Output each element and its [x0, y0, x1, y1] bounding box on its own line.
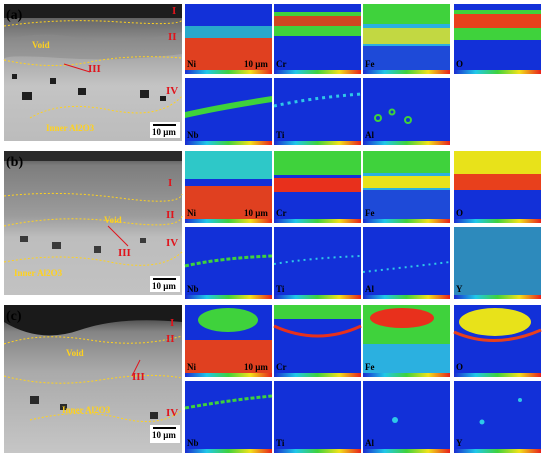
svg-text:Y: Y	[456, 438, 463, 448]
region-iv-label: IV	[166, 85, 178, 97]
svg-text:Ni: Ni	[187, 59, 196, 69]
element-map-cr-a: Cr	[274, 4, 361, 74]
element-map-al-c: Al	[363, 381, 450, 453]
panel-label-c: (c)	[6, 309, 22, 324]
element-map-al-a: Al	[363, 78, 450, 145]
svg-text:O: O	[456, 208, 463, 218]
element-map-cr-b: Cr	[274, 151, 361, 223]
panel-label-b: (b)	[6, 155, 23, 170]
element-map-nb-c: Nb	[184, 381, 273, 453]
svg-text:Nb: Nb	[187, 130, 199, 140]
svg-text:Fe: Fe	[365, 362, 375, 372]
element-map-nb-a: Nb	[185, 78, 272, 145]
svg-text:Al: Al	[365, 284, 374, 294]
element-map-cr-c: Cr	[273, 305, 362, 377]
svg-text:O: O	[456, 59, 463, 69]
panel-label-a: (a)	[6, 8, 23, 23]
region-i-label: I	[168, 177, 172, 189]
svg-text:Nb: Nb	[187, 284, 199, 294]
region-i-label: I	[170, 317, 174, 329]
element-map-al-b: Al	[362, 227, 451, 299]
scale-bar-label: 10 μm	[152, 430, 176, 440]
svg-text:Cr: Cr	[276, 208, 287, 218]
region-iii-label: III	[118, 247, 131, 259]
panel-b: (b) I II III IV Void Inner Al2O3 10 μm N…	[3, 151, 541, 299]
scale-bar-label: 10 μm	[152, 127, 176, 137]
inner-al2o3-label: Inner Al2O3	[14, 268, 63, 278]
element-map-y-b: Y	[454, 227, 541, 299]
element-map-fe-b: Fe	[363, 151, 450, 223]
svg-text:Ti: Ti	[276, 438, 285, 448]
svg-text:Cr: Cr	[276, 362, 287, 372]
element-map-ni-c: Ni 10 μm	[185, 305, 272, 377]
svg-text:Y: Y	[456, 284, 463, 294]
svg-text:Al: Al	[365, 438, 374, 448]
panel-c: (c) I II III IV Void Inner Al2O3 10 μm N…	[3, 305, 542, 453]
svg-text:Ni: Ni	[187, 208, 196, 218]
inner-al2o3-label: Inner Al2O3	[46, 123, 95, 133]
region-ii-label: II	[166, 209, 175, 221]
svg-text:O: O	[456, 362, 463, 372]
region-ii-label: II	[168, 31, 177, 43]
void-label: Void	[32, 40, 50, 50]
svg-text:10 μm: 10 μm	[244, 362, 268, 372]
element-map-ni-a: Ni 10 μm	[185, 4, 272, 74]
region-iv-label: IV	[166, 237, 178, 249]
svg-text:10 μm: 10 μm	[244, 59, 268, 69]
element-map-o-c: O	[453, 305, 542, 377]
svg-text:10 μm: 10 μm	[244, 208, 268, 218]
void-boundary-line	[3, 19, 183, 27]
element-map-ti-a: Ti	[273, 78, 362, 145]
region-iv-label: IV	[166, 407, 178, 419]
element-map-o-a: O	[454, 4, 541, 74]
scale-bar-label: 10 μm	[152, 281, 176, 291]
sem-image-a	[4, 4, 182, 141]
svg-text:Fe: Fe	[365, 59, 375, 69]
element-map-ti-c: Ti	[274, 381, 361, 453]
svg-text:Ti: Ti	[276, 130, 285, 140]
element-map-ni-b: Ni 10 μm	[185, 151, 272, 223]
sem-image-b	[4, 151, 182, 295]
svg-text:Cr: Cr	[276, 59, 287, 69]
element-map-o-b: O	[454, 151, 541, 223]
svg-text:Nb: Nb	[187, 438, 199, 448]
element-map-fe-a: Fe	[363, 4, 450, 74]
void-label: Void	[66, 348, 84, 358]
svg-text:Ni: Ni	[187, 362, 196, 372]
element-map-nb-b: Nb	[184, 227, 273, 299]
region-i-label: I	[172, 5, 176, 17]
element-map-y-c: Y	[454, 381, 541, 453]
svg-text:Fe: Fe	[365, 208, 375, 218]
region-iii-label: III	[132, 371, 145, 383]
svg-text:Al: Al	[365, 130, 374, 140]
panel-a: (a) I II III IV Void Inner Al2O3 10 μm N…	[3, 4, 541, 145]
element-map-ti-b: Ti	[273, 227, 362, 299]
region-iii-label: III	[88, 63, 101, 75]
svg-text:Ti: Ti	[276, 284, 285, 294]
region-ii-label: II	[166, 333, 175, 345]
inner-al2o3-label: Inner Al2O3	[62, 405, 111, 415]
element-map-fe-c: Fe	[363, 305, 450, 377]
void-label: Void	[104, 215, 122, 225]
